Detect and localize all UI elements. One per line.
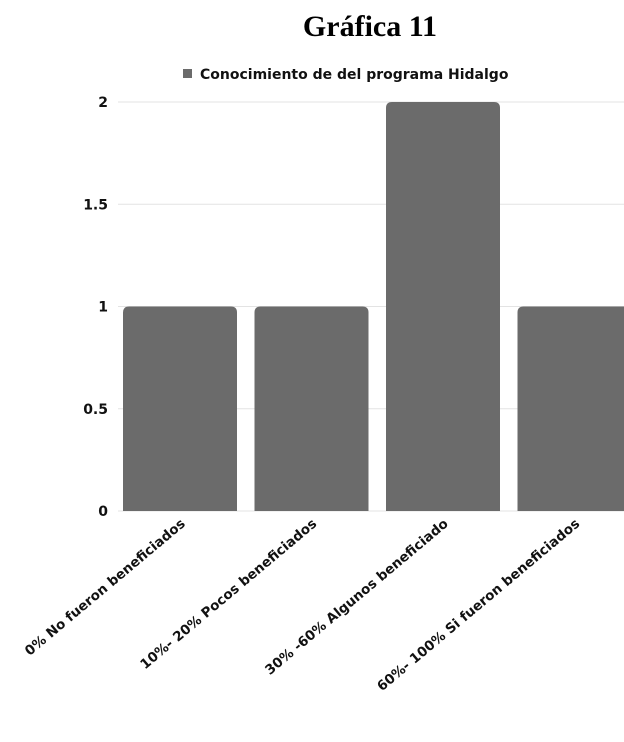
legend-label: Conocimiento de del programa Hidalgo	[200, 67, 509, 83]
bars	[123, 102, 624, 511]
y-tick-label: 2	[98, 95, 108, 111]
bar	[123, 306, 237, 511]
legend-swatch	[183, 69, 192, 78]
y-tick-label: 0.5	[83, 402, 108, 418]
y-tick-label: 0	[98, 504, 108, 520]
bar	[386, 102, 500, 511]
y-tick-label: 1	[98, 300, 108, 316]
bar	[517, 306, 624, 511]
bar	[254, 306, 369, 511]
chart-title: Gráfica 11	[302, 10, 438, 43]
y-tick-label: 1.5	[83, 197, 108, 213]
x-category-label: 60%- 100% Si fueron beneficiados	[374, 516, 583, 695]
y-axis-ticks: 0 0.5 1 1.5 2	[83, 95, 108, 520]
legend: Conocimiento de del programa Hidalgo	[183, 67, 509, 83]
